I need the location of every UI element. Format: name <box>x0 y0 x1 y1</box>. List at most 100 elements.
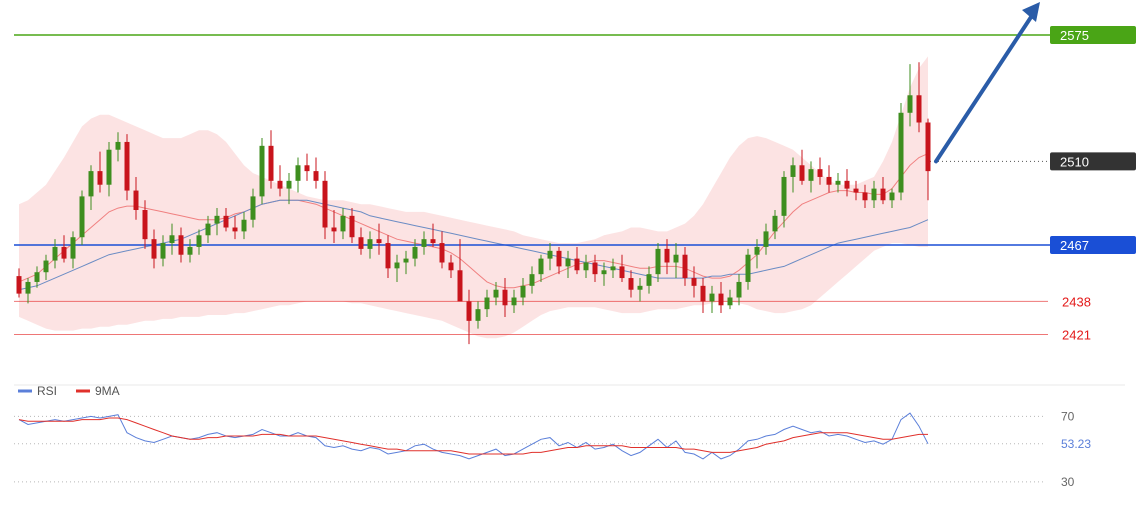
candle-body <box>799 165 805 181</box>
candle-body <box>232 227 238 232</box>
level-tag-label-2510: 2510 <box>1060 154 1089 169</box>
candle <box>529 266 535 294</box>
candle <box>340 208 346 240</box>
candle-body <box>304 165 310 172</box>
candle-body <box>601 270 607 275</box>
candle-body <box>745 254 751 282</box>
candle <box>97 151 103 193</box>
candle-body <box>259 145 265 197</box>
candle-body <box>214 215 220 224</box>
candlestick-layer <box>16 62 931 345</box>
candle-body <box>691 278 697 286</box>
candle-body <box>574 258 580 271</box>
candle <box>313 157 319 189</box>
rsi-series-layer <box>18 412 929 460</box>
candle-body <box>124 141 130 191</box>
candle <box>169 223 175 255</box>
candle-body <box>457 270 463 302</box>
candle <box>205 215 211 244</box>
candle-body <box>655 248 661 275</box>
candle <box>673 243 679 279</box>
candle-body <box>637 285 643 290</box>
candle <box>583 254 589 279</box>
rsi-legend: RSI 9MA <box>18 384 120 398</box>
candle <box>907 64 913 127</box>
candle-body <box>502 289 508 306</box>
candle <box>151 229 157 269</box>
candle-body <box>160 243 166 259</box>
rsi-line <box>18 412 929 460</box>
candle-body <box>754 246 760 255</box>
candle-body <box>394 262 400 269</box>
candle-body <box>115 141 121 150</box>
candle <box>16 268 22 298</box>
candle-body <box>547 250 553 259</box>
candle <box>43 254 49 280</box>
candle <box>763 223 769 255</box>
candle <box>718 281 724 314</box>
candle <box>250 188 256 228</box>
candle-body <box>133 190 139 210</box>
candle <box>34 266 40 288</box>
candle <box>925 118 931 201</box>
candle-body <box>871 188 877 201</box>
candle <box>412 239 418 267</box>
level-tag-2467 <box>1050 236 1136 254</box>
candle <box>574 246 580 275</box>
candle <box>349 208 355 244</box>
candle <box>502 278 508 317</box>
candle <box>736 274 742 306</box>
candle-body <box>790 165 796 177</box>
9ma-line <box>18 417 928 455</box>
candle <box>358 227 364 255</box>
candle <box>259 138 265 205</box>
candle <box>889 188 895 209</box>
candle <box>448 254 454 279</box>
candle-body <box>925 122 931 172</box>
candle <box>79 190 85 245</box>
candle-body <box>70 237 76 259</box>
candle-body <box>727 297 733 306</box>
candle <box>178 227 184 263</box>
bollinger-band <box>19 56 928 339</box>
candle <box>160 235 166 267</box>
candle <box>727 289 733 310</box>
candle-body <box>106 149 112 185</box>
candle-body <box>466 301 472 321</box>
rsi-tick-label: 70 <box>1061 409 1075 423</box>
candle <box>124 134 130 201</box>
candle-body <box>835 180 841 185</box>
candle-body <box>79 196 85 238</box>
candle <box>403 250 409 275</box>
candle-body <box>349 215 355 238</box>
candle-body <box>862 192 868 201</box>
level-tag-2510 <box>1050 152 1136 171</box>
candle-body <box>61 246 67 259</box>
candle <box>493 281 499 306</box>
rsi-current-value-label: 53.23 <box>1061 437 1091 451</box>
candle <box>61 235 67 263</box>
candle <box>898 103 904 201</box>
candle <box>322 171 328 240</box>
candle <box>25 278 31 304</box>
target-arrow-layer <box>934 2 1040 164</box>
candle <box>475 301 481 329</box>
candle <box>691 266 697 298</box>
candle <box>196 229 202 255</box>
candle <box>331 210 337 244</box>
candle-body <box>898 112 904 193</box>
candle-body <box>142 210 148 240</box>
candle <box>754 239 760 269</box>
candle <box>826 165 832 193</box>
level-label-2438: 2438 <box>1062 294 1091 309</box>
candle-body <box>718 293 724 306</box>
level-tag-2575 <box>1050 26 1136 44</box>
candle <box>430 223 436 247</box>
candle <box>439 231 445 269</box>
candle-body <box>808 169 814 181</box>
candle-body <box>610 266 616 271</box>
candle <box>106 141 112 197</box>
candle-body <box>619 266 625 279</box>
candle-body <box>187 246 193 255</box>
